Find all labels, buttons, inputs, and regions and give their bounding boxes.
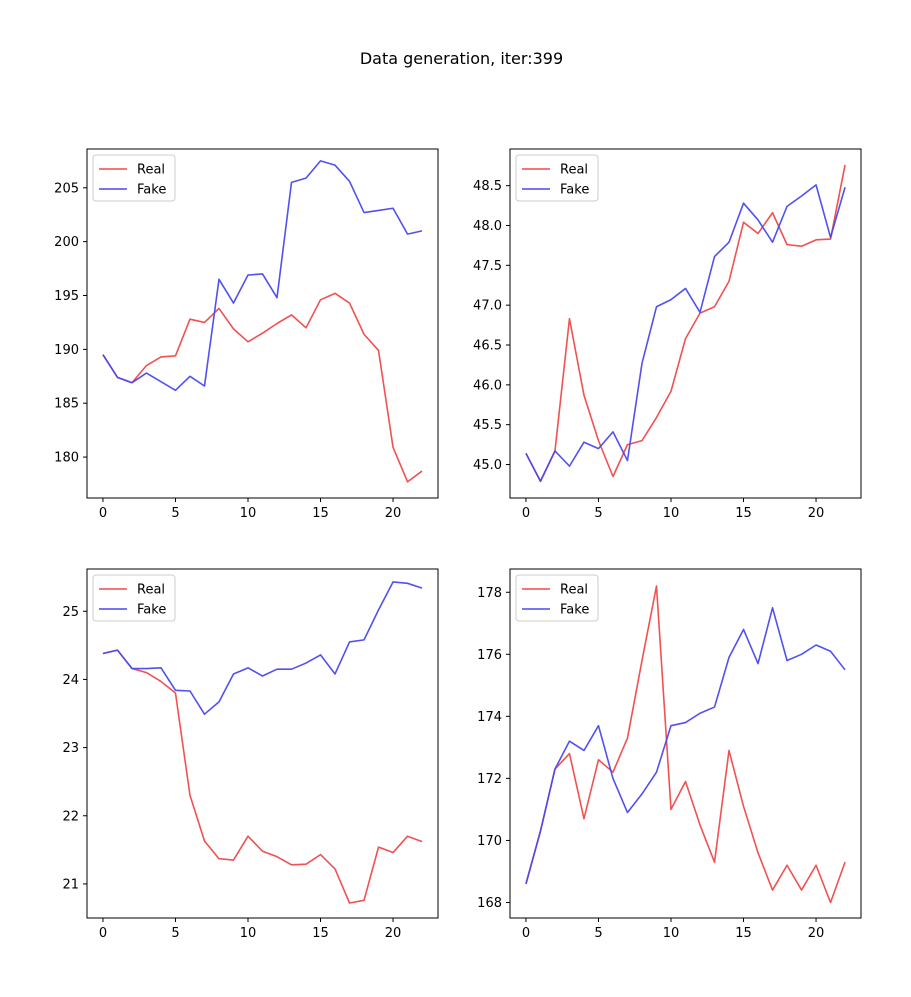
y-tick-label: 168 <box>477 896 502 911</box>
legend-label-fake: Fake <box>137 603 166 618</box>
series-line-fake <box>525 606 846 885</box>
x-tick-label: 0 <box>522 926 530 941</box>
legend-label-real: Real <box>560 163 588 178</box>
x-tick-label: 15 <box>312 926 329 941</box>
legend-label-fake: Fake <box>137 183 166 198</box>
series-line-real <box>525 585 846 904</box>
y-tick-label: 46.5 <box>473 339 502 354</box>
y-tick-label: 190 <box>54 343 79 358</box>
series-line-real <box>102 649 423 904</box>
series-line-fake <box>102 160 423 392</box>
x-tick-label: 20 <box>808 926 825 941</box>
x-tick-label: 0 <box>522 506 530 521</box>
series-line-real <box>102 292 423 483</box>
y-tick-label: 174 <box>477 710 502 725</box>
axes-frame <box>86 568 439 919</box>
y-tick-label: 178 <box>477 586 502 601</box>
y-tick-label: 172 <box>477 772 502 787</box>
y-tick-label: 48.0 <box>473 219 502 234</box>
legend-label-fake: Fake <box>560 603 589 618</box>
x-tick-label: 10 <box>240 506 257 521</box>
y-tick-label: 45.5 <box>473 418 502 433</box>
y-tick-label: 23 <box>62 741 79 756</box>
subplot-4: 0 5 10 15 20 168 170 172 174 176 178 Real Fake <box>477 568 862 941</box>
x-tick-label: 20 <box>385 926 402 941</box>
y-tick-label: 22 <box>62 809 79 824</box>
x-tick-label: 15 <box>735 926 752 941</box>
y-tick-label: 48.5 <box>473 179 502 194</box>
y-tick-label: 185 <box>54 397 79 412</box>
legend-label-real: Real <box>560 583 588 598</box>
x-tick-label: 10 <box>663 926 680 941</box>
legend: Real Fake <box>92 574 176 622</box>
legend: Real Fake <box>515 574 599 622</box>
y-tick-label: 46.0 <box>473 378 502 393</box>
x-tick-label: 10 <box>663 506 680 521</box>
subplot-3: 0 5 10 15 20 21 22 23 24 25 Real Fake <box>62 568 439 941</box>
legend: Real Fake <box>515 154 599 202</box>
y-tick-label: 24 <box>62 673 79 688</box>
y-tick-label: 25 <box>62 605 79 620</box>
x-tick-label: 20 <box>808 506 825 521</box>
x-tick-label: 15 <box>312 506 329 521</box>
legend-label-real: Real <box>137 583 165 598</box>
axes-frame <box>509 148 862 499</box>
x-tick-label: 0 <box>99 926 107 941</box>
x-tick-label: 20 <box>385 506 402 521</box>
figure-title: Data generation, iter:399 <box>360 49 563 68</box>
y-tick-label: 45.0 <box>473 458 502 473</box>
legend-label-fake: Fake <box>560 183 589 198</box>
y-tick-label: 21 <box>62 877 79 892</box>
y-tick-label: 170 <box>477 834 502 849</box>
x-tick-label: 5 <box>594 926 602 941</box>
y-tick-label: 180 <box>54 451 79 466</box>
x-tick-label: 15 <box>735 506 752 521</box>
y-tick-label: 200 <box>54 235 79 250</box>
subplot-2: 0 5 10 15 20 45.0 45.5 46.0 46.5 47.0 47.5 48.0 48.5… <box>473 148 862 521</box>
legend-label-real: Real <box>137 163 165 178</box>
axes-frame <box>86 148 439 499</box>
axes-frame <box>509 568 862 919</box>
subplot-1: 0 5 10 15 20 180 185 190 195 200 205 Real Fake <box>54 148 439 521</box>
series-line-real <box>525 164 846 483</box>
y-tick-label: 195 <box>54 289 79 304</box>
series-line-fake <box>525 184 846 483</box>
legend: Real Fake <box>92 154 176 202</box>
y-tick-label: 47.5 <box>473 259 502 274</box>
x-tick-label: 0 <box>99 506 107 521</box>
y-tick-label: 47.0 <box>473 299 502 314</box>
x-tick-label: 5 <box>171 506 179 521</box>
x-tick-label: 5 <box>171 926 179 941</box>
series-line-fake <box>102 581 423 715</box>
x-tick-label: 5 <box>594 506 602 521</box>
y-tick-label: 205 <box>54 181 79 196</box>
x-tick-label: 10 <box>240 926 257 941</box>
y-tick-label: 176 <box>477 648 502 663</box>
